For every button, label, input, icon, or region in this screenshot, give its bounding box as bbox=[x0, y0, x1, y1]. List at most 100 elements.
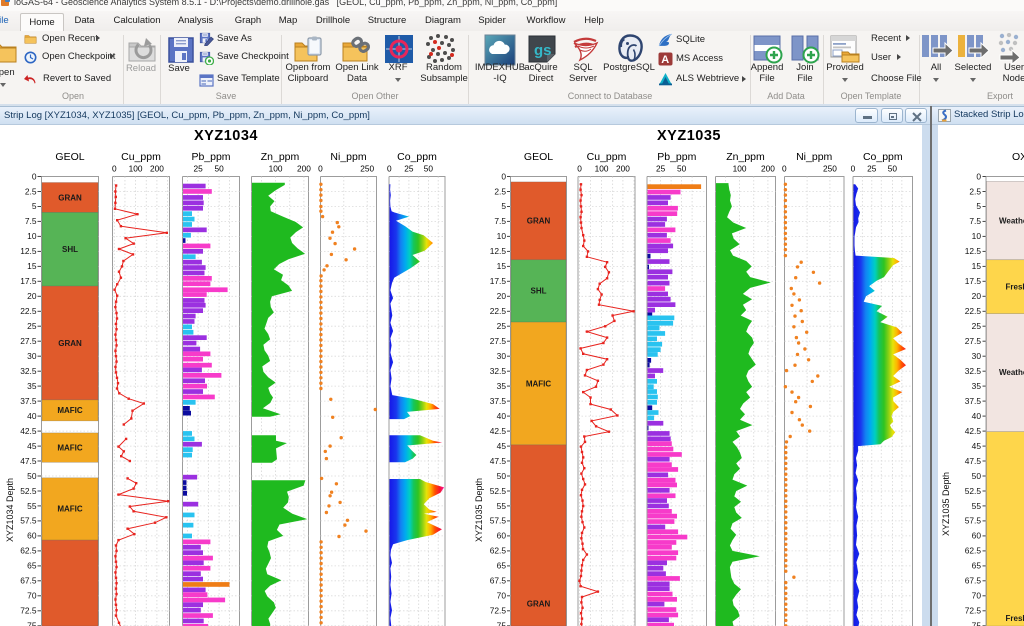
svg-text:15: 15 bbox=[27, 261, 37, 271]
svg-text:67.5: 67.5 bbox=[965, 576, 982, 586]
svg-text:7.5: 7.5 bbox=[969, 216, 981, 226]
svg-text:gs: gs bbox=[534, 42, 552, 59]
svg-text:72.5: 72.5 bbox=[490, 606, 507, 616]
svg-text:62.5: 62.5 bbox=[20, 546, 37, 556]
svg-text:5: 5 bbox=[32, 201, 37, 211]
svg-text:30: 30 bbox=[972, 351, 982, 361]
svg-text:OXIDATION: OXIDATION bbox=[1012, 151, 1024, 163]
svg-text:Weathered: Weathered bbox=[999, 368, 1024, 377]
svg-text:35: 35 bbox=[972, 381, 982, 391]
svg-text:75: 75 bbox=[497, 621, 507, 626]
svg-text:0: 0 bbox=[112, 164, 117, 174]
svg-text:100: 100 bbox=[595, 164, 609, 174]
svg-text:45: 45 bbox=[497, 441, 507, 451]
svg-text:50: 50 bbox=[424, 164, 434, 174]
svg-text:0: 0 bbox=[318, 164, 323, 174]
svg-text:Zn_ppm: Zn_ppm bbox=[261, 151, 300, 163]
svg-text:MAFIC: MAFIC bbox=[57, 406, 83, 415]
svg-text:25: 25 bbox=[404, 164, 414, 174]
svg-text:65: 65 bbox=[497, 561, 507, 571]
svg-text:37.5: 37.5 bbox=[20, 396, 37, 406]
svg-text:GRAN: GRAN bbox=[527, 217, 551, 226]
svg-text:Co_ppm: Co_ppm bbox=[397, 151, 437, 163]
svg-text:60: 60 bbox=[27, 531, 37, 541]
svg-text:XYZ1034: XYZ1034 bbox=[194, 128, 258, 144]
svg-text:25: 25 bbox=[27, 321, 37, 331]
svg-text:Ni_ppm: Ni_ppm bbox=[330, 151, 366, 163]
svg-text:70: 70 bbox=[27, 591, 37, 601]
svg-text:XYZ1035 Depth: XYZ1035 Depth bbox=[941, 472, 951, 536]
svg-text:20: 20 bbox=[27, 291, 37, 301]
svg-text:42.5: 42.5 bbox=[490, 426, 507, 436]
svg-text:200: 200 bbox=[150, 164, 164, 174]
svg-text:0: 0 bbox=[32, 171, 37, 181]
svg-text:55: 55 bbox=[27, 501, 37, 511]
svg-text:MAFIC: MAFIC bbox=[57, 443, 83, 452]
svg-text:5: 5 bbox=[501, 201, 506, 211]
svg-text:47.5: 47.5 bbox=[490, 456, 507, 466]
svg-text:40: 40 bbox=[497, 411, 507, 421]
svg-text:75: 75 bbox=[27, 621, 37, 626]
svg-text:25: 25 bbox=[867, 164, 877, 174]
svg-text:15: 15 bbox=[972, 261, 982, 271]
svg-text:7.5: 7.5 bbox=[494, 216, 506, 226]
svg-text:32.5: 32.5 bbox=[490, 366, 507, 376]
svg-text:60: 60 bbox=[972, 531, 982, 541]
svg-text:0: 0 bbox=[501, 171, 506, 181]
svg-text:XYZ1034 Depth: XYZ1034 Depth bbox=[5, 478, 15, 542]
svg-text:GEOL: GEOL bbox=[55, 151, 84, 163]
svg-text:27.5: 27.5 bbox=[20, 336, 37, 346]
svg-text:22.5: 22.5 bbox=[20, 306, 37, 316]
svg-text:12.5: 12.5 bbox=[965, 246, 982, 256]
svg-text:50: 50 bbox=[677, 164, 687, 174]
svg-text:Co_ppm: Co_ppm bbox=[863, 151, 903, 163]
svg-text:17.5: 17.5 bbox=[490, 276, 507, 286]
svg-text:40: 40 bbox=[972, 411, 982, 421]
svg-text:250: 250 bbox=[823, 164, 837, 174]
svg-text:SHL: SHL bbox=[62, 245, 78, 254]
svg-text:62.5: 62.5 bbox=[490, 546, 507, 556]
svg-text:57.5: 57.5 bbox=[490, 516, 507, 526]
svg-text:40: 40 bbox=[27, 411, 37, 421]
svg-text:35: 35 bbox=[27, 381, 37, 391]
svg-text:55: 55 bbox=[972, 501, 982, 511]
svg-text:17.5: 17.5 bbox=[20, 276, 37, 286]
svg-text:200: 200 bbox=[616, 164, 630, 174]
svg-text:57.5: 57.5 bbox=[20, 516, 37, 526]
svg-text:45: 45 bbox=[972, 441, 982, 451]
svg-text:65: 65 bbox=[27, 561, 37, 571]
svg-text:45: 45 bbox=[27, 441, 37, 451]
svg-text:50: 50 bbox=[214, 164, 224, 174]
svg-text:32.5: 32.5 bbox=[20, 366, 37, 376]
svg-text:A: A bbox=[661, 54, 669, 66]
svg-text:42.5: 42.5 bbox=[20, 426, 37, 436]
svg-text:52.5: 52.5 bbox=[490, 486, 507, 496]
svg-text:200: 200 bbox=[297, 164, 311, 174]
svg-text:20: 20 bbox=[972, 291, 982, 301]
svg-text:5: 5 bbox=[976, 201, 981, 211]
svg-text:47.5: 47.5 bbox=[965, 456, 982, 466]
svg-text:20: 20 bbox=[497, 291, 507, 301]
svg-text:12.5: 12.5 bbox=[20, 246, 37, 256]
svg-text:100: 100 bbox=[269, 164, 283, 174]
svg-text:Cu_ppm: Cu_ppm bbox=[587, 151, 627, 163]
svg-text:67.5: 67.5 bbox=[20, 576, 37, 586]
svg-text:25: 25 bbox=[497, 321, 507, 331]
svg-text:10: 10 bbox=[497, 231, 507, 241]
svg-text:SHL: SHL bbox=[531, 287, 547, 296]
svg-text:60: 60 bbox=[497, 531, 507, 541]
svg-text:GRAN: GRAN bbox=[527, 599, 551, 608]
svg-text:70: 70 bbox=[972, 591, 982, 601]
svg-text:30: 30 bbox=[497, 351, 507, 361]
svg-text:0: 0 bbox=[577, 164, 582, 174]
svg-text:35: 35 bbox=[497, 381, 507, 391]
svg-text:7.5: 7.5 bbox=[25, 216, 37, 226]
svg-text:GRAN: GRAN bbox=[58, 339, 82, 348]
svg-text:22.5: 22.5 bbox=[965, 306, 982, 316]
svg-text:MAFIC: MAFIC bbox=[526, 380, 552, 389]
svg-text:0: 0 bbox=[851, 164, 856, 174]
svg-text:27.5: 27.5 bbox=[490, 336, 507, 346]
svg-text:50: 50 bbox=[888, 164, 898, 174]
svg-text:XYZ1035: XYZ1035 bbox=[657, 128, 721, 144]
svg-text:17.5: 17.5 bbox=[965, 276, 982, 286]
